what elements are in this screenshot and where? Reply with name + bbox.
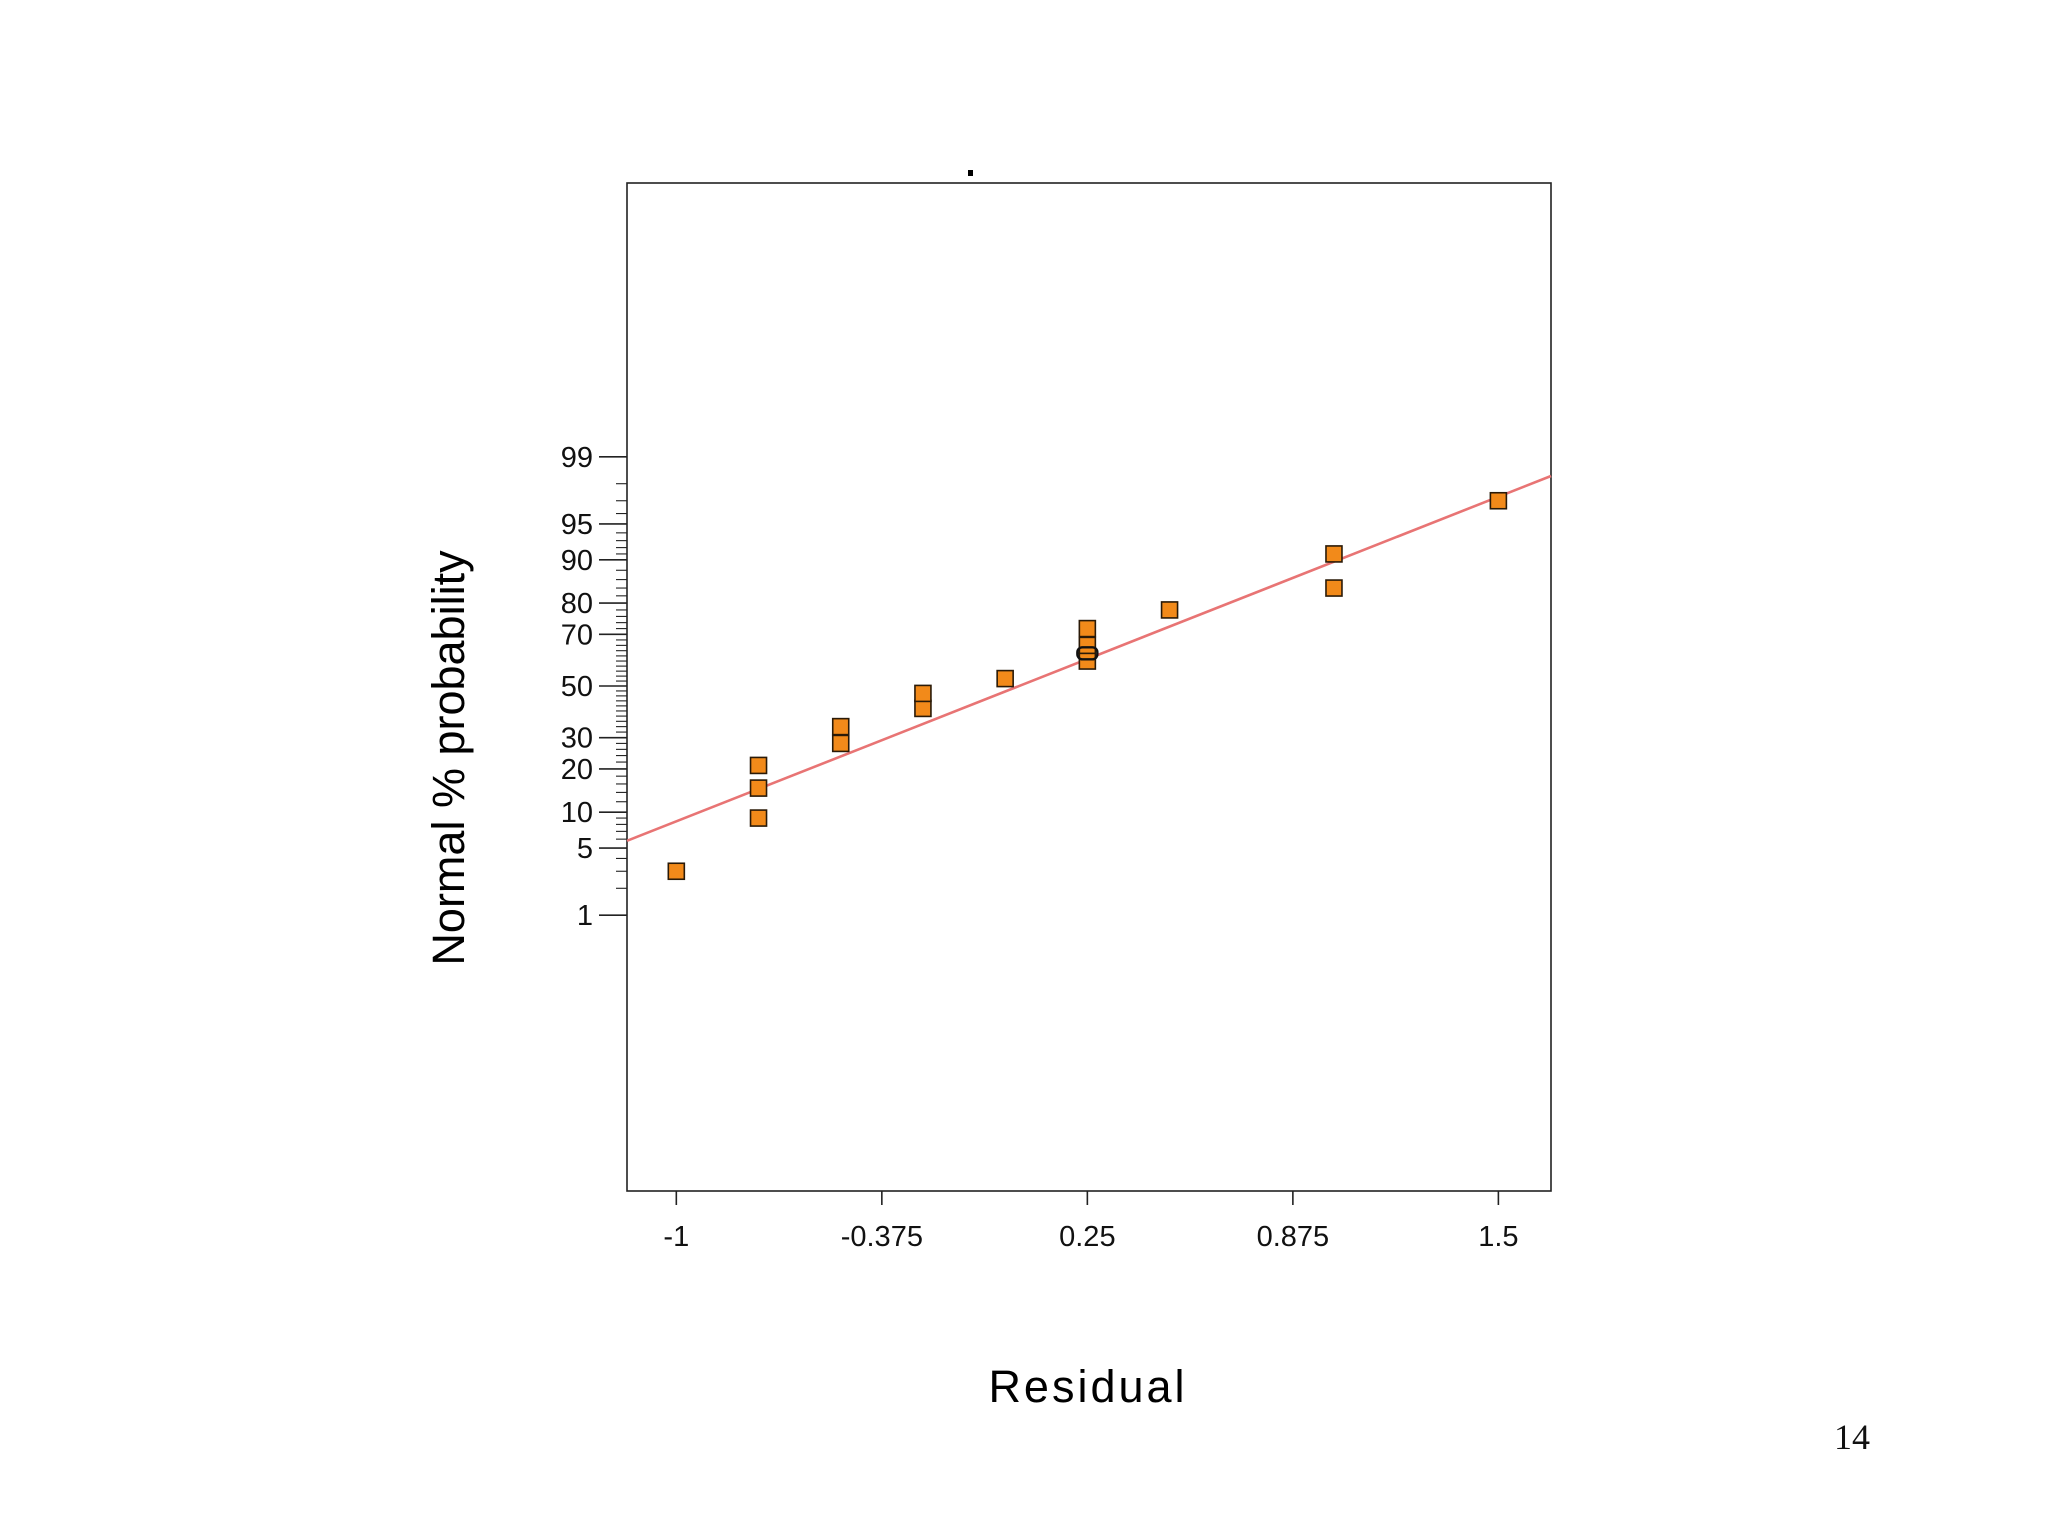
y-tick-label: 20: [561, 754, 593, 786]
data-point: [914, 699, 932, 718]
plot-frame: [626, 182, 1552, 1192]
data-point: [1160, 601, 1179, 619]
data-point: [667, 862, 686, 881]
data-point: [749, 756, 768, 775]
data-point: [831, 717, 850, 736]
y-tick-label: 70: [561, 619, 593, 651]
y-tick-label: 10: [561, 797, 593, 829]
data-point: [1078, 619, 1097, 638]
data-point: [1325, 579, 1343, 597]
x-axis: -1 -0.375 0.25 0.875 1.5: [663, 1191, 1519, 1253]
data-point: [1078, 652, 1097, 670]
data-point: [749, 779, 768, 797]
data-point: [1325, 545, 1343, 563]
data-point: [749, 809, 768, 827]
y-tick-label: 50: [561, 671, 593, 703]
x-tick-label: -0.375: [841, 1221, 923, 1253]
title-marker: [968, 170, 973, 176]
data-point: [914, 684, 932, 703]
y-tick-label: 99: [561, 442, 593, 474]
y-tick-label: 30: [561, 723, 593, 755]
y-tick-label: 80: [561, 588, 593, 620]
highlighted-point-marker: [1076, 646, 1099, 661]
data-point: [831, 734, 850, 753]
y-tick-label: 90: [561, 545, 593, 577]
data-point: [996, 669, 1014, 688]
x-tick-label: 1.5: [1478, 1221, 1518, 1253]
y-tick-label: 95: [561, 509, 593, 541]
y-tick-label: 1: [577, 900, 593, 932]
x-axis-label: Residual: [988, 1361, 1187, 1412]
data-points: [667, 491, 1508, 881]
y-tick-label: 5: [577, 833, 593, 865]
x-tick-label: 0.875: [1257, 1221, 1330, 1253]
y-axis-label: Normal % probability: [423, 550, 474, 966]
data-point: [1078, 636, 1097, 655]
page-number: 14: [1834, 1417, 1870, 1457]
x-tick-label: 0.25: [1059, 1221, 1115, 1253]
x-tick-label: -1: [663, 1221, 689, 1253]
data-point: [1489, 491, 1508, 510]
